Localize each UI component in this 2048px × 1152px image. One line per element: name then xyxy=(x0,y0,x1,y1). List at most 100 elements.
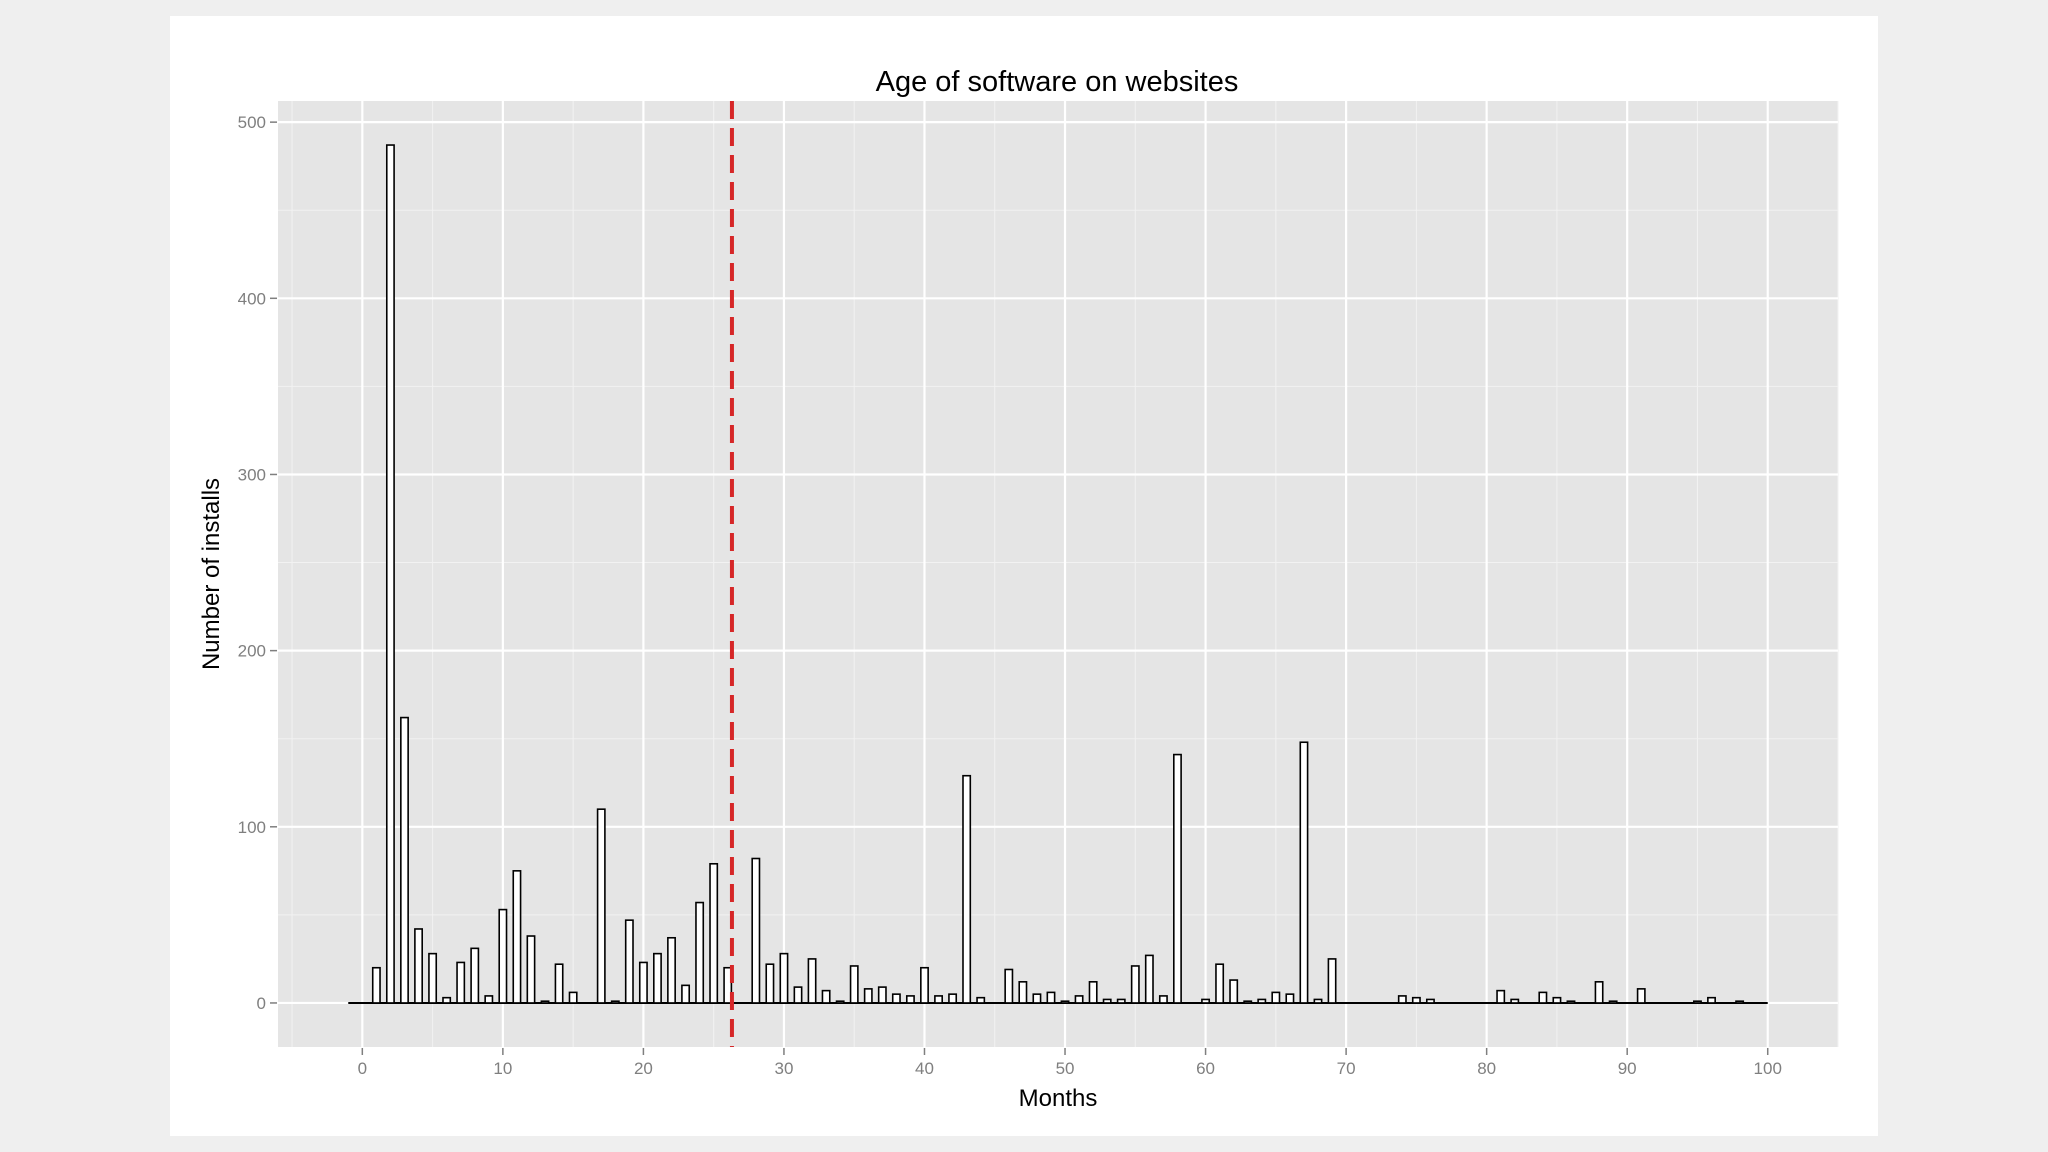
bar xyxy=(765,963,775,1004)
bar xyxy=(863,988,873,1004)
bar xyxy=(1496,989,1506,1004)
bar xyxy=(400,716,409,1004)
x-tick-label: 30 xyxy=(774,1059,793,1078)
bar xyxy=(1538,991,1548,1004)
bar xyxy=(1215,963,1225,1004)
bar xyxy=(1243,1000,1253,1004)
x-tick-label: 50 xyxy=(1056,1059,1075,1078)
x-tick-label: 90 xyxy=(1618,1059,1637,1078)
bar xyxy=(526,935,536,1004)
bar xyxy=(1201,998,1211,1004)
x-tick-label: 0 xyxy=(358,1059,367,1078)
bar xyxy=(877,986,887,1004)
bar xyxy=(821,989,831,1004)
bar xyxy=(948,993,958,1004)
bar xyxy=(1397,995,1407,1004)
chart-title: Age of software on websites xyxy=(876,66,1239,98)
bar xyxy=(793,986,803,1004)
bar xyxy=(554,963,564,1004)
bar xyxy=(1116,998,1126,1004)
bars xyxy=(371,144,1745,1004)
bar xyxy=(1229,979,1239,1004)
bar xyxy=(1510,998,1520,1004)
bar xyxy=(1130,965,1140,1004)
x-axis: 0 10 20 30 40 50 60 70 80 90 100 xyxy=(358,1048,1782,1078)
bar xyxy=(1032,993,1042,1004)
y-tick-label: 0 xyxy=(257,994,266,1013)
bar xyxy=(709,862,719,1004)
bar xyxy=(1552,996,1562,1004)
bar xyxy=(484,995,494,1004)
bar xyxy=(681,984,691,1004)
bar xyxy=(540,1000,550,1004)
bar xyxy=(1144,954,1154,1004)
y-axis-title: Number of installs xyxy=(198,478,225,670)
x-tick-label: 80 xyxy=(1477,1059,1496,1078)
bar xyxy=(442,996,452,1004)
x-tick-label: 100 xyxy=(1754,1059,1782,1078)
bar xyxy=(1018,981,1028,1004)
bar xyxy=(1594,981,1604,1004)
y-tick-label: 200 xyxy=(238,642,266,661)
bar xyxy=(905,995,915,1004)
bar xyxy=(1074,995,1084,1004)
bar xyxy=(1327,958,1337,1004)
bar xyxy=(1285,993,1295,1004)
plot-panel xyxy=(278,101,1838,1047)
bar xyxy=(835,1000,845,1004)
bar xyxy=(1566,1000,1576,1004)
bar xyxy=(371,966,381,1004)
y-tick-label: 300 xyxy=(238,465,266,484)
y-tick-label: 100 xyxy=(238,818,266,837)
bar xyxy=(1158,995,1168,1004)
bar xyxy=(428,952,438,1004)
x-tick-label: 40 xyxy=(915,1059,934,1078)
x-tick-label: 10 xyxy=(493,1059,512,1078)
bar xyxy=(751,857,761,1004)
chart: Age of software on websites 010020030040… xyxy=(198,66,1839,1112)
bar xyxy=(653,952,662,1004)
bar xyxy=(1102,998,1112,1004)
bar xyxy=(1046,991,1056,1004)
bar xyxy=(1088,981,1098,1004)
bar xyxy=(1257,998,1267,1004)
bar xyxy=(667,936,676,1004)
bar xyxy=(962,774,972,1004)
bar xyxy=(1608,1000,1618,1004)
bar xyxy=(779,952,789,1004)
bar xyxy=(385,144,395,1004)
bar xyxy=(1271,991,1281,1004)
bar xyxy=(1636,988,1646,1004)
bar xyxy=(891,993,901,1004)
bar xyxy=(624,919,634,1004)
bar xyxy=(1693,1000,1702,1004)
bar xyxy=(695,901,705,1004)
bar xyxy=(498,908,508,1004)
x-tick-label: 20 xyxy=(634,1059,653,1078)
bar xyxy=(610,1000,620,1004)
bar xyxy=(470,947,480,1004)
y-tick-label: 400 xyxy=(238,289,266,308)
bar xyxy=(1411,996,1421,1004)
bar xyxy=(1707,996,1716,1004)
bar xyxy=(414,928,423,1004)
bar xyxy=(1173,753,1182,1004)
y-tick-label: 500 xyxy=(238,113,266,132)
bar xyxy=(1425,998,1435,1004)
y-axis: 0 100 200 300 400 500 xyxy=(238,113,277,1013)
bar xyxy=(1313,998,1323,1004)
bar xyxy=(568,991,578,1004)
bar xyxy=(1060,1000,1070,1004)
x-tick-label: 60 xyxy=(1196,1059,1215,1078)
bar xyxy=(849,965,859,1004)
bar xyxy=(1004,968,1014,1004)
bar xyxy=(976,996,986,1004)
bar xyxy=(920,966,929,1004)
chart-card: Age of software on websites 0 100 200 300 40… xyxy=(170,16,1878,1136)
x-tick-label: 70 xyxy=(1337,1059,1356,1078)
bar xyxy=(807,958,817,1004)
bar xyxy=(934,995,943,1004)
bar xyxy=(1299,741,1309,1004)
bar xyxy=(1735,1000,1745,1004)
bar xyxy=(596,808,606,1004)
